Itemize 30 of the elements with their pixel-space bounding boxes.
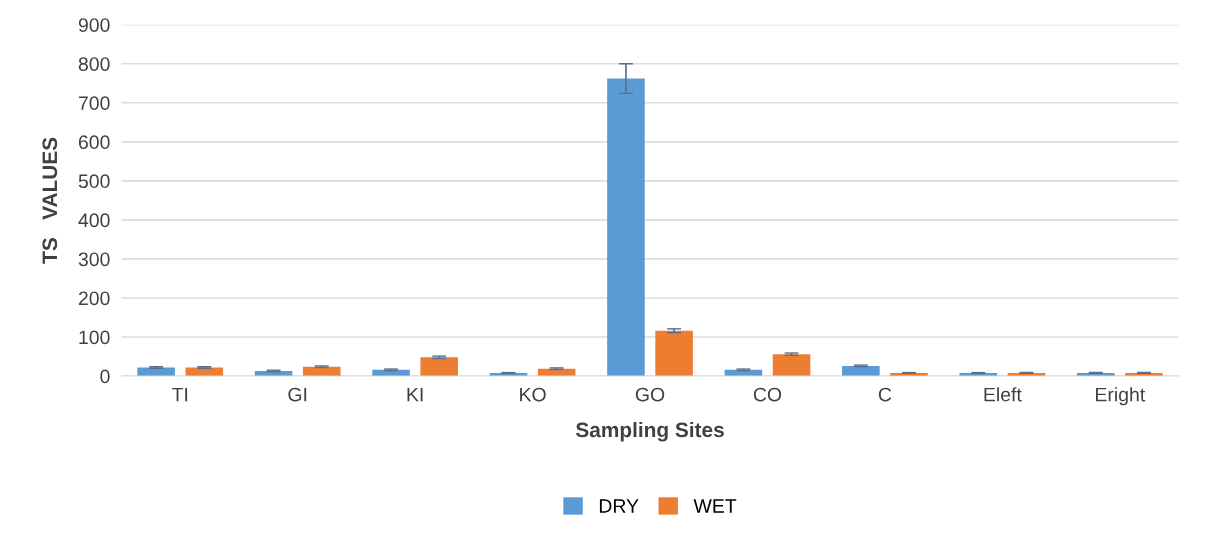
x-tick-label: KI [407,387,423,402]
x-tick-label: TI [172,387,188,402]
y-tick-label: 900 [78,18,110,32]
x-tick-label: GO [635,387,665,402]
y-tick-label: 800 [78,57,110,71]
x-tick-label: KO [520,387,546,402]
bar [607,78,645,377]
y-tick-label: 600 [78,135,110,150]
bar [420,357,458,377]
y-tick-label: 200 [78,291,110,306]
bar [772,354,811,377]
legend-label: DRY [599,499,639,513]
x-tick-label: Eleft [984,387,1022,402]
y-tick-label: 100 [79,330,110,345]
x-tick-label: GI [288,387,307,402]
y-tick-label: 0 [100,369,110,384]
y-tick-label: 400 [78,213,110,228]
bar [137,367,175,377]
y-tick-label: 700 [78,96,110,111]
x-tick-label: CO [753,387,782,402]
y-axis-title: TS VALUES [42,137,58,264]
legend-label: WET [693,499,737,513]
x-axis-title: Sampling Sites [575,421,724,442]
y-tick-label: 300 [78,252,110,267]
x-tick-label: C [878,387,892,402]
bar [842,365,880,377]
bar [655,330,693,377]
x-tick-label: Eright [1096,387,1146,406]
bar [185,367,224,377]
y-tick-label: 500 [78,174,110,189]
